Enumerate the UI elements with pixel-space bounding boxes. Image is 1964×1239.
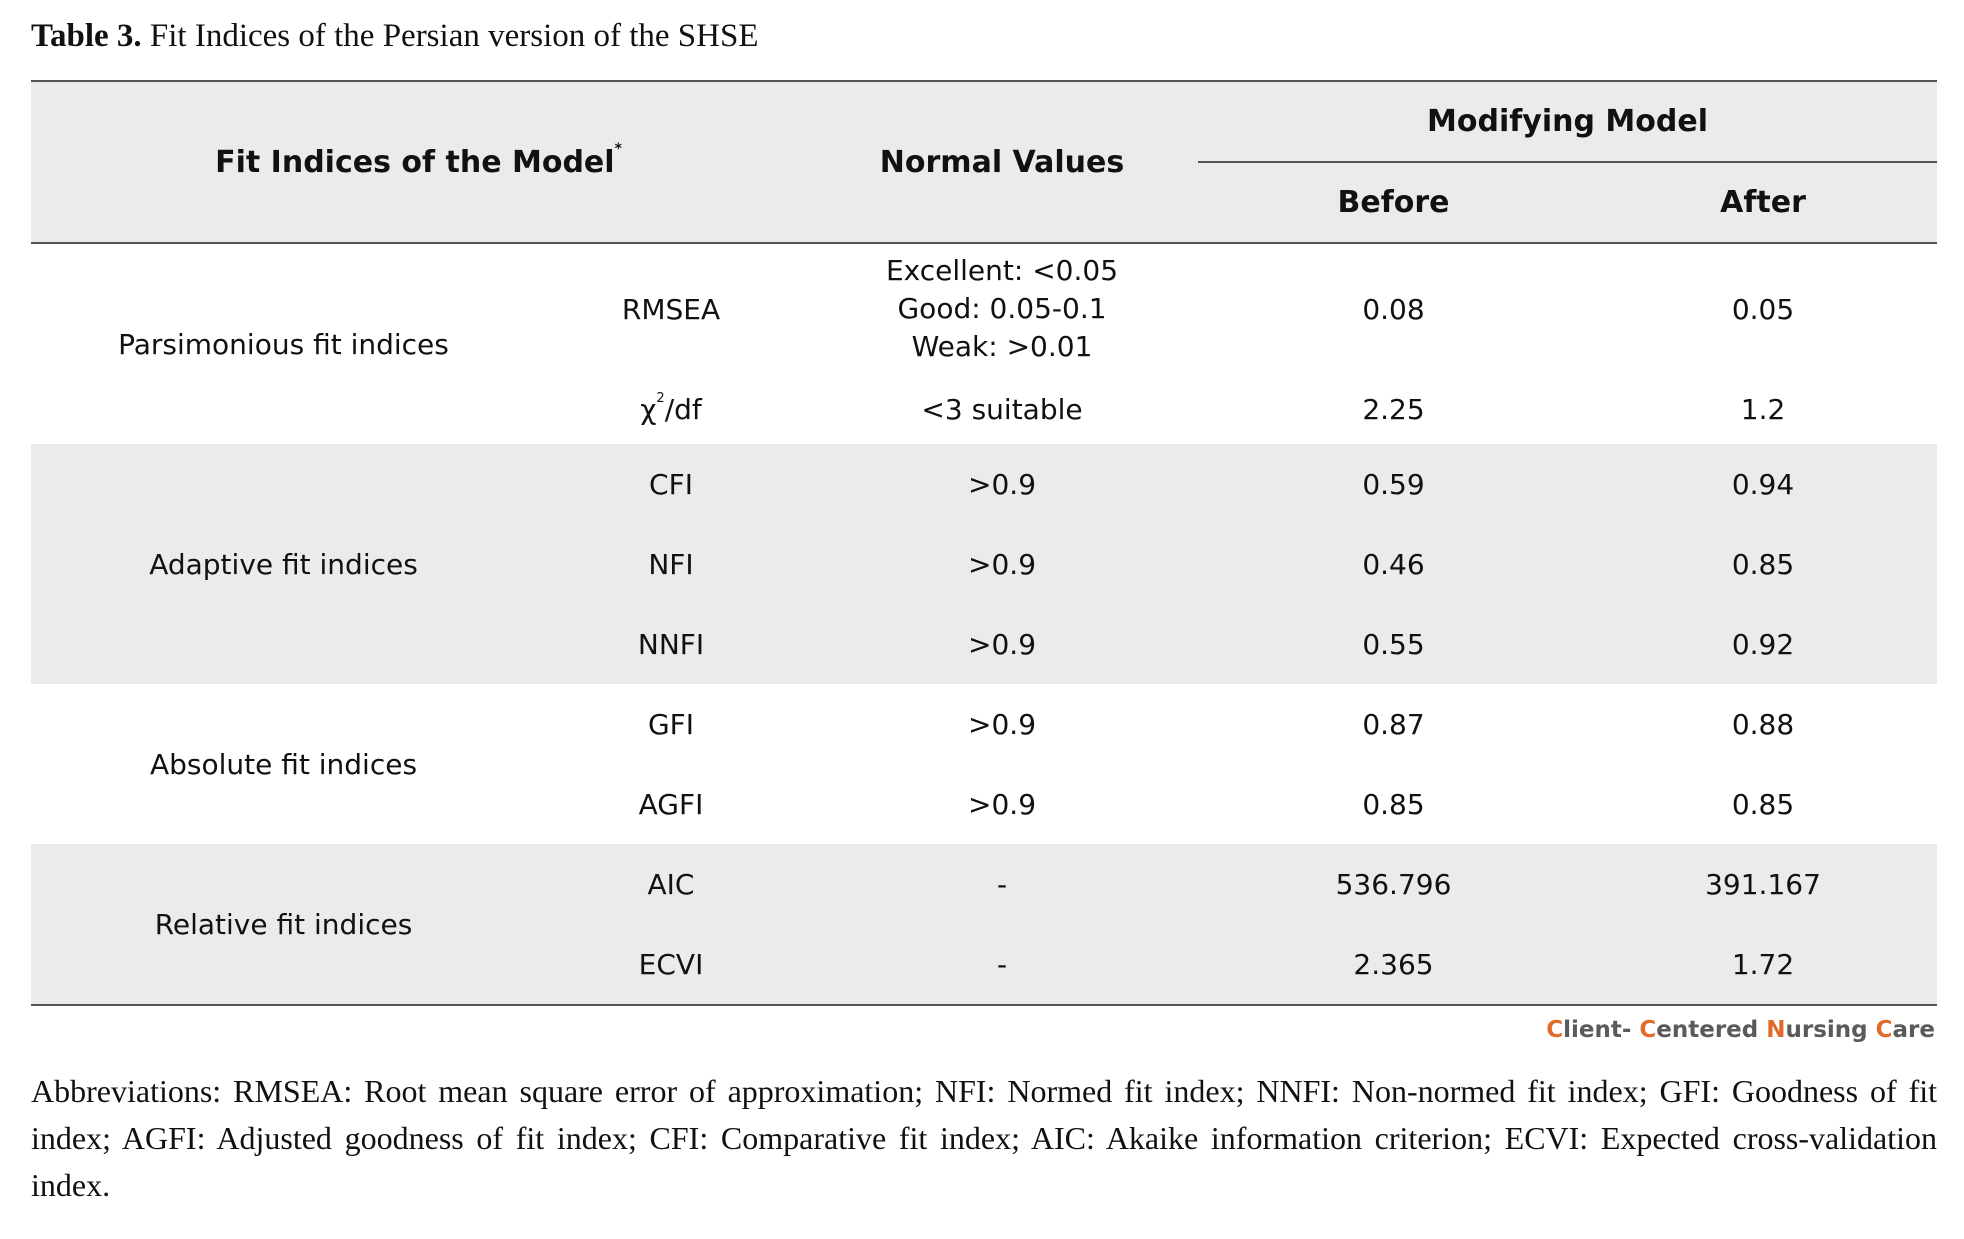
index-cell: NNFI xyxy=(536,604,807,684)
header-normal-values: Normal Values xyxy=(806,81,1199,243)
table-row: NNFI >0.9 0.55 0.92 xyxy=(31,604,1938,684)
after-cell: 0.88 xyxy=(1731,707,1795,741)
index-cell: RMSEA xyxy=(621,292,721,326)
brand-text: lient- xyxy=(1563,1017,1640,1043)
group-label: Parsimonious fit indices xyxy=(118,327,449,361)
header-fit-indices-mark: * xyxy=(614,140,622,157)
caption-label: Table 3. xyxy=(31,18,142,54)
after-cell: 0.92 xyxy=(1589,604,1938,684)
fit-indices-table: Fit Indices of the Model* Normal Values … xyxy=(31,80,1938,1006)
table-row: Absolute fit indices GFI >0.9 0.87 0.88 xyxy=(31,684,1937,781)
before-cell: 0.55 xyxy=(1198,604,1590,684)
group-label: Adaptive fit indices xyxy=(31,444,536,684)
after-cell: 0.05 xyxy=(1731,292,1795,326)
journal-brand: Client- Centered Nursing Care xyxy=(1546,1017,1935,1043)
table-row: Relative fit indices AIC - 536.796 391.1… xyxy=(31,844,1938,1005)
brand-initial: N xyxy=(1766,1017,1786,1043)
normal-line: Good: 0.05-0.1 xyxy=(897,292,1107,325)
normal-values-cell: >0.9 xyxy=(968,707,1037,741)
chi-symbol: χ xyxy=(640,392,657,426)
index-cell: χ2/df xyxy=(536,374,806,444)
group-label: Absolute fit indices xyxy=(149,747,418,781)
before-cell: 2.25 xyxy=(1362,392,1425,426)
index-cell: NFI xyxy=(536,524,807,604)
after-cell: 1.2 xyxy=(1740,392,1786,426)
normal-values-cell: - xyxy=(806,844,1199,924)
group-label: Relative fit indices xyxy=(31,844,536,1005)
before-cell: 0.59 xyxy=(1198,444,1590,524)
after-cell: 1.72 xyxy=(1589,924,1938,1005)
normal-values-cell: >0.9 xyxy=(806,524,1199,604)
header-after: After xyxy=(1589,162,1938,243)
normal-values-cell: >0.9 xyxy=(806,444,1199,524)
group-adaptive: Adaptive fit indices CFI >0.9 0.59 0.94 … xyxy=(31,444,1938,684)
brand-text: are xyxy=(1892,1017,1935,1043)
table-row: χ2/df <3 suitable 2.25 1.2 xyxy=(31,374,1937,444)
group-parsimonious: Parsimonious fit indices RMSEA Excellent… xyxy=(31,243,1937,444)
normal-values-cell: <3 suitable xyxy=(921,392,1083,426)
caption-text: Fit Indices of the Persian version of th… xyxy=(149,18,759,54)
chi-superscript: 2 xyxy=(656,390,665,406)
index-cell: AGFI xyxy=(638,787,704,821)
group-relative: Relative fit indices AIC - 536.796 391.1… xyxy=(31,844,1938,1005)
before-cell: 0.46 xyxy=(1198,524,1590,604)
table-row: Adaptive fit indices CFI >0.9 0.59 0.94 xyxy=(31,444,1938,684)
table-row: NFI >0.9 0.46 0.85 xyxy=(31,524,1938,604)
header-before: Before xyxy=(1198,162,1590,243)
brand-text: entered xyxy=(1656,1017,1767,1043)
header-modifying-model: Modifying Model xyxy=(1198,81,1938,163)
group-absolute: Absolute fit indices GFI >0.9 0.87 0.88 … xyxy=(31,684,1937,844)
normal-line: Excellent: <0.05 xyxy=(885,254,1119,287)
after-cell: 0.85 xyxy=(1731,787,1795,821)
index-cell: GFI xyxy=(647,707,695,741)
table-row: Parsimonious fit indices RMSEA Excellent… xyxy=(31,243,1937,374)
before-cell: 0.85 xyxy=(1362,787,1425,821)
before-cell: 0.08 xyxy=(1362,292,1425,326)
header-fit-indices-label: Fit Indices of the Model xyxy=(215,144,615,180)
after-cell: 391.167 xyxy=(1589,844,1938,924)
before-cell: 0.87 xyxy=(1362,707,1425,741)
abbreviations-footnote: Abbreviations: RMSEA: Root mean square e… xyxy=(31,1073,1937,1203)
normal-values-cell: >0.9 xyxy=(806,604,1199,684)
normal-values-cell: Excellent: <0.05 Good: 0.05-0.1 Weak: >0… xyxy=(806,243,1198,374)
brand-initial: C xyxy=(1546,1017,1564,1043)
normal-line: Weak: >0.01 xyxy=(911,330,1093,363)
before-cell: 536.796 xyxy=(1198,844,1590,924)
brand-text: ursing xyxy=(1785,1017,1876,1043)
normal-values-cell: - xyxy=(806,924,1199,1005)
header-fit-indices: Fit Indices of the Model* xyxy=(31,81,807,243)
before-cell: 2.365 xyxy=(1198,924,1590,1005)
table-header: Fit Indices of the Model* Normal Values … xyxy=(31,81,1938,243)
index-cell: AIC xyxy=(536,844,807,924)
normal-values-cell: >0.9 xyxy=(968,787,1037,821)
after-cell: 0.85 xyxy=(1589,524,1938,604)
index-cell: CFI xyxy=(536,444,807,524)
brand-initial: C xyxy=(1639,1017,1657,1043)
table-row: ECVI - 2.365 1.72 xyxy=(31,924,1938,1005)
table-caption: Table 3. Fit Indices of the Persian vers… xyxy=(31,18,759,55)
chi-tail: /df xyxy=(664,392,702,426)
index-cell: ECVI xyxy=(536,924,807,1005)
brand-initial: C xyxy=(1875,1017,1893,1043)
after-cell: 0.94 xyxy=(1589,444,1938,524)
table-row: AGFI >0.9 0.85 0.85 xyxy=(31,764,1937,844)
